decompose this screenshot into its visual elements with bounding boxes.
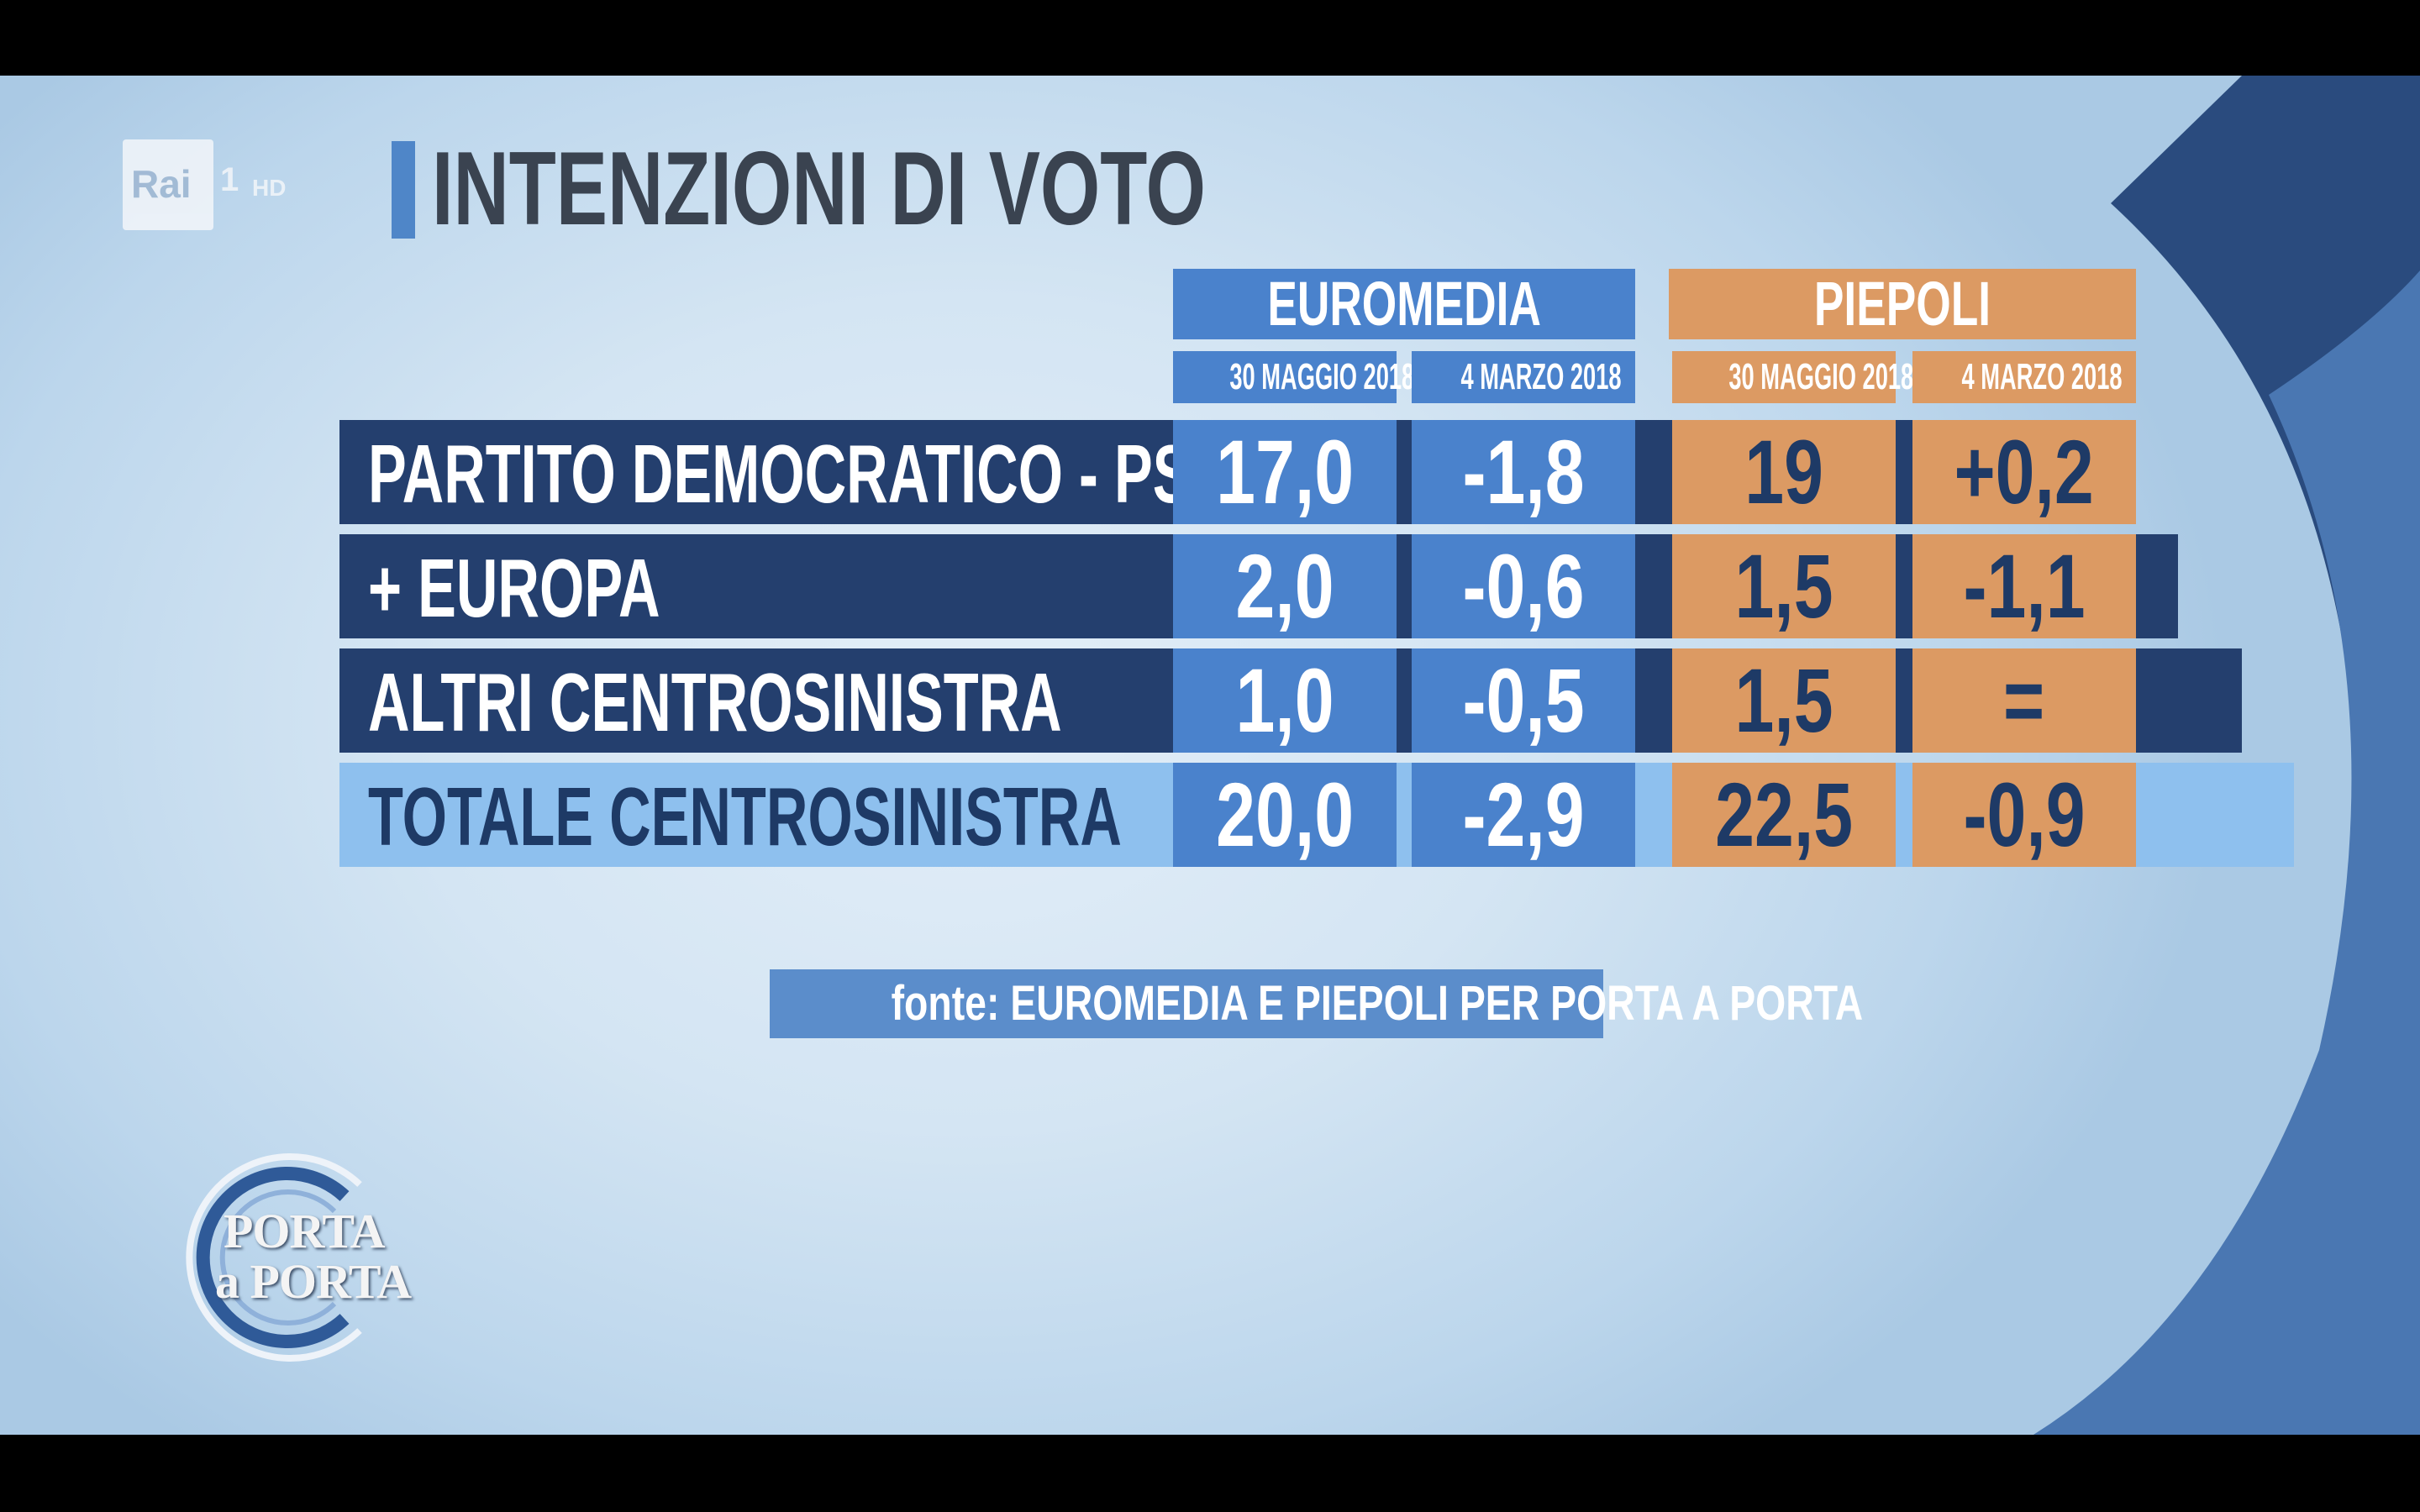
table-cell: 1,5 — [1672, 648, 1896, 753]
table-cell: -1,8 — [1412, 420, 1635, 524]
broadcast-graphic: Rai 1 HD INTENZIONI DI VOTO EUROMEDIA PI… — [0, 76, 2420, 1435]
table-cell: -0,6 — [1412, 534, 1635, 638]
table-cell: +0,2 — [1912, 420, 2136, 524]
table-cell: = — [1912, 648, 2136, 753]
letterbox-bottom — [0, 1435, 2420, 1512]
table-cell: 2,0 — [1173, 534, 1397, 638]
letterbox-top — [0, 0, 2420, 76]
rai-logo: Rai — [123, 139, 213, 230]
table-cell: 1,0 — [1173, 648, 1397, 753]
table-cell: 1,5 — [1672, 534, 1896, 638]
column-header: 4 MARZO 2018 — [1912, 351, 2136, 403]
column-header: 4 MARZO 2018 — [1412, 351, 1635, 403]
logo-ring — [186, 1153, 362, 1362]
row-label: TOTALE CENTROSINISTRA — [368, 770, 1122, 863]
channel-number: 1 — [220, 161, 239, 198]
row-label: + EUROPA — [368, 542, 660, 634]
row-label: PARTITO DEMOCRATICO - PSE — [368, 428, 1230, 520]
table-cell: -2,9 — [1412, 763, 1635, 867]
page-title: INTENZIONI DI VOTO — [432, 131, 1207, 247]
channel-hd-badge: HD — [252, 175, 287, 201]
row-label: ALTRI CENTROSINISTRA — [368, 656, 1062, 748]
group-header-piepoli: PIEPOLI — [1669, 269, 2136, 339]
table-cell: 19 — [1672, 420, 1896, 524]
source-caption: fonte: EUROMEDIA E PIEPOLI PER PORTA A P… — [770, 969, 1863, 1038]
table-cell: 22,5 — [1672, 763, 1896, 867]
table-cell: 17,0 — [1173, 420, 1397, 524]
logo-text-line1: PORTA — [224, 1204, 386, 1258]
group-header-euromedia: EUROMEDIA — [1173, 269, 1635, 339]
table-cell: 20,0 — [1173, 763, 1397, 867]
decorative-arcs — [2033, 76, 2420, 1435]
table-cell: -1,1 — [1912, 534, 2136, 638]
column-header: 30 MAGGIO 2018 — [1173, 351, 1414, 403]
table-cell: -0,5 — [1412, 648, 1635, 753]
table-cell: -0,9 — [1912, 763, 2136, 867]
column-header: 30 MAGGIO 2018 — [1672, 351, 1913, 403]
title-accent-bar — [392, 141, 415, 239]
porta-a-porta-logo: PORTA a PORTA — [165, 1144, 434, 1371]
logo-text-line2: a PORTA — [215, 1254, 412, 1309]
